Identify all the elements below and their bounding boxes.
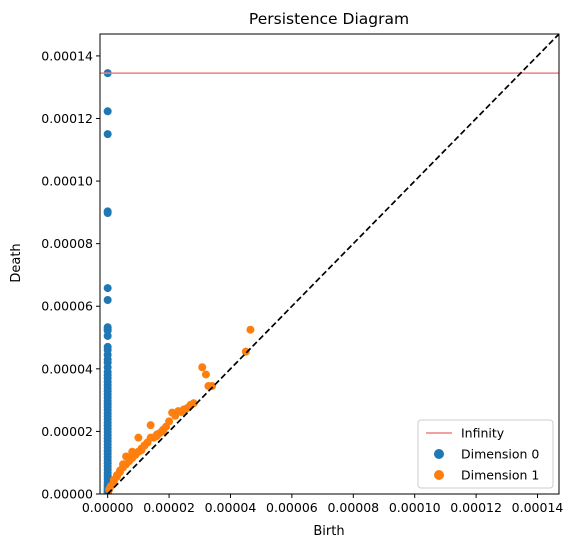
y-axis-label: Death xyxy=(9,243,24,282)
y-tick-label: 0.00008 xyxy=(41,236,93,251)
dimension-1-point xyxy=(208,382,217,391)
dimension-1-point xyxy=(134,433,143,442)
dimension-1-point xyxy=(119,460,128,469)
x-tick-label: 0.00000 xyxy=(82,500,134,515)
y-tick-label: 0.00014 xyxy=(41,48,93,63)
dimension-0-point xyxy=(103,107,112,116)
y-tick-label: 0.00000 xyxy=(41,487,93,502)
chart-title: Persistence Diagram xyxy=(249,10,409,28)
dimension-1-point xyxy=(201,370,210,379)
legend-dimension-0-swatch xyxy=(434,449,444,459)
dimension-1-point xyxy=(109,475,118,484)
dimension-1-point xyxy=(146,421,155,430)
dimension-1-point xyxy=(171,411,180,420)
dimension-1-point xyxy=(189,399,198,408)
x-tick-label: 0.00010 xyxy=(389,500,441,515)
dimension-1-point xyxy=(152,430,161,439)
dimension-0-point xyxy=(103,331,112,340)
x-tick-label: 0.00014 xyxy=(512,500,564,515)
y-tick-label: 0.00004 xyxy=(41,361,93,376)
x-tick-label: 0.00002 xyxy=(143,500,195,515)
x-tick-label: 0.00012 xyxy=(450,500,502,515)
dimension-0-point xyxy=(103,208,112,217)
dimension-1-point xyxy=(241,347,250,356)
plot-frame xyxy=(99,33,560,495)
dimension-1-point xyxy=(125,455,134,464)
legend-dimension-1-swatch xyxy=(434,470,444,480)
dimension-1-point xyxy=(158,427,167,436)
legend-label: Dimension 0 xyxy=(461,447,539,462)
dimension-1-point xyxy=(246,325,255,334)
legend-box xyxy=(417,419,554,489)
plot-area: 0.00000 0.00002 0.00004 0.00006 0.00008 0.000… xyxy=(41,33,564,515)
x-tick-label: 0.00004 xyxy=(205,500,257,515)
legend-label: Infinity xyxy=(461,426,505,441)
dimension-0-point xyxy=(103,284,112,293)
dimension-1-point xyxy=(198,363,207,372)
y-tick-label: 0.00006 xyxy=(41,299,93,314)
x-tick-label: 0.00008 xyxy=(327,500,379,515)
plot-marks xyxy=(100,34,559,494)
dimension-0-point xyxy=(103,130,112,139)
y-tick-label: 0.00010 xyxy=(41,174,93,189)
x-axis-label: Birth xyxy=(313,524,344,539)
dimension-1-point xyxy=(137,446,146,455)
y-tick-label: 0.00012 xyxy=(41,111,93,126)
y-tick-label: 0.00002 xyxy=(41,424,93,439)
dimension-1-point xyxy=(131,449,140,458)
dimension-0-point xyxy=(103,295,112,304)
legend-label: Dimension 1 xyxy=(461,468,539,483)
x-tick-label: 0.00006 xyxy=(266,500,318,515)
